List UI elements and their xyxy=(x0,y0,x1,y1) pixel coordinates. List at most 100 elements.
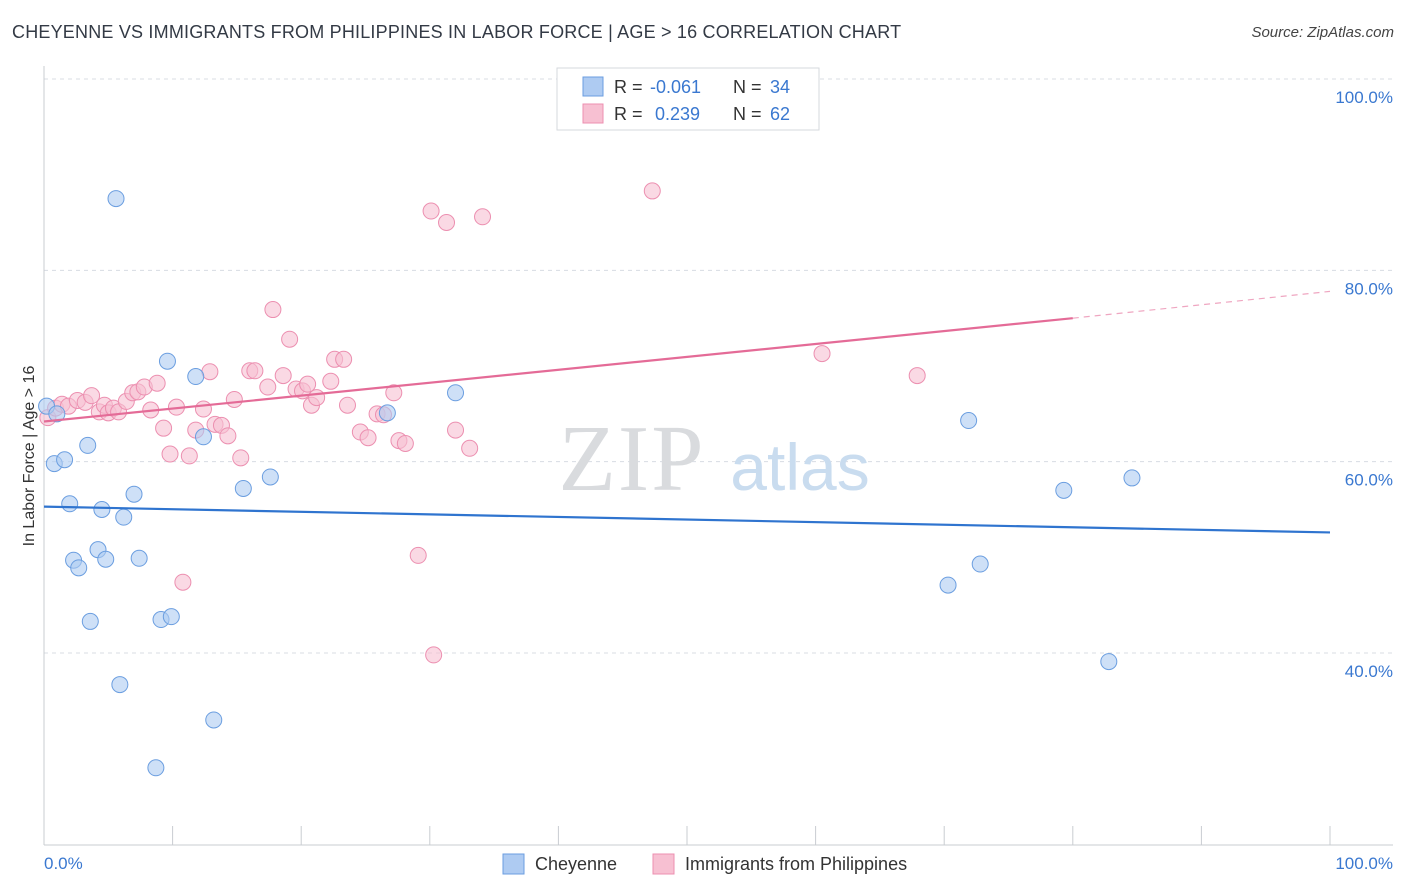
stats-legend-swatch-philippines xyxy=(582,103,604,124)
philippines-point xyxy=(148,374,166,392)
cheyenne-point xyxy=(93,501,111,518)
philippines-point xyxy=(813,345,831,363)
cheyenne-point xyxy=(56,451,74,469)
philippines-point xyxy=(155,419,173,437)
series-legend-label-philippines: Immigrants from Philippines xyxy=(685,854,907,874)
philippines-point xyxy=(246,362,264,380)
philippines-point xyxy=(461,439,479,457)
philippines-point xyxy=(161,445,179,463)
y-tick-label: 100.0% xyxy=(1335,88,1393,107)
philippines-point xyxy=(322,372,340,390)
cheyenne-point xyxy=(111,676,129,694)
philippines-point xyxy=(219,427,237,445)
stats-n-value-cheyenne: 34 xyxy=(770,77,790,97)
series-legend: Cheyenne Immigrants from Philippines xyxy=(502,853,907,875)
watermark-zip: ZIP xyxy=(559,407,706,511)
cheyenne-point xyxy=(234,479,252,497)
philippines-point xyxy=(359,429,377,447)
x-tick-label-max: 100.0% xyxy=(1335,854,1393,873)
cheyenne-point xyxy=(107,190,125,208)
cheyenne-point xyxy=(61,495,79,513)
stats-n-label-cheyenne: N = xyxy=(733,77,762,97)
philippines-point xyxy=(232,449,250,467)
philippines-point xyxy=(908,367,926,385)
stats-r-label-philippines: R = xyxy=(614,104,643,124)
cheyenne-trend-line xyxy=(43,505,1331,534)
svg-text:R = -0.061 N =: R = -0.061 N = 34 xyxy=(614,77,790,97)
philippines-point xyxy=(180,447,198,465)
cheyenne-point xyxy=(130,549,148,567)
y-tick-label: 60.0% xyxy=(1345,471,1393,490)
cheyenne-point xyxy=(1100,653,1118,671)
y-axis-title: In Labor Force | Age > 16 xyxy=(21,366,38,547)
trend-lines xyxy=(43,290,1331,534)
watermark-atlas: atlas xyxy=(730,430,869,504)
philippines-point xyxy=(174,573,192,591)
cheyenne-point xyxy=(158,352,176,370)
source-credit: Source: ZipAtlas.com xyxy=(1251,24,1394,41)
philippines-point xyxy=(264,301,282,319)
stats-r-value-cheyenne: -0.061 xyxy=(650,77,701,97)
series-legend-swatch-cheyenne xyxy=(502,853,525,875)
cheyenne-point xyxy=(147,759,165,777)
stats-r-label-cheyenne: R = xyxy=(614,77,643,97)
cheyenne-point xyxy=(125,485,143,503)
philippines-point xyxy=(201,363,219,381)
stats-legend-swatch-cheyenne xyxy=(582,76,604,97)
philippines-point xyxy=(474,208,492,226)
philippines-point xyxy=(422,202,440,220)
philippines-point xyxy=(447,421,465,439)
stats-r-value-philippines: 0.239 xyxy=(650,104,700,124)
cheyenne-point xyxy=(48,405,66,423)
cheyenne-point xyxy=(187,368,205,386)
axes xyxy=(43,66,1393,846)
cheyenne-point xyxy=(1055,481,1073,499)
cheyenne-point xyxy=(971,555,989,573)
cheyenne-point xyxy=(1123,469,1141,487)
watermark: ZIP atlas xyxy=(559,407,870,511)
y-tick-labels: 40.0% 60.0% 80.0% 100.0% xyxy=(1335,88,1393,681)
philippines-point xyxy=(308,389,326,407)
cheyenne-point xyxy=(960,412,978,430)
cheyenne-point xyxy=(79,436,97,454)
philippines-trend-extension xyxy=(1072,290,1331,319)
cheyenne-point xyxy=(97,550,115,568)
cheyenne-point xyxy=(194,428,212,446)
cheyenne-point xyxy=(115,508,133,526)
cheyenne-point xyxy=(70,559,88,577)
philippines-point xyxy=(281,330,299,348)
svg-text:R = 0.239 N =: R = 0.239 N = 62 xyxy=(0,0,815,124)
philippines-point xyxy=(299,375,317,393)
chart-title: CHEYENNE VS IMMIGRANTS FROM PHILIPPINES … xyxy=(12,22,902,42)
philippines-point xyxy=(274,367,292,385)
philippines-point xyxy=(438,214,456,231)
cheyenne-point xyxy=(447,384,465,402)
philippines-point xyxy=(225,390,243,408)
cheyenne-point xyxy=(261,468,279,486)
stats-n-label-philippines: N = xyxy=(733,104,762,124)
philippines-point xyxy=(335,350,353,368)
data-points xyxy=(38,182,1141,777)
philippines-trend-line xyxy=(43,317,1073,423)
stats-legend: R = -0.061 N = 34 R = 0.239 N = 62 xyxy=(0,0,820,131)
y-tick-label: 80.0% xyxy=(1345,279,1393,298)
series-legend-swatch-philippines xyxy=(652,853,675,875)
y-tick-label: 40.0% xyxy=(1345,662,1393,681)
philippines-point xyxy=(643,182,661,200)
cheyenne-point xyxy=(81,612,99,630)
cheyenne-point xyxy=(205,711,223,729)
cheyenne-point xyxy=(939,576,957,594)
philippines-point xyxy=(338,396,356,414)
x-tick-label-min: 0.0% xyxy=(44,854,83,873)
philippines-point xyxy=(396,434,414,452)
stats-n-value-philippines: 62 xyxy=(770,104,790,124)
cheyenne-point xyxy=(162,608,180,626)
philippines-point xyxy=(194,400,212,418)
philippines-point xyxy=(259,378,277,396)
philippines-point xyxy=(385,384,403,402)
philippines-point xyxy=(409,546,427,564)
philippines-point xyxy=(83,387,101,405)
cheyenne-point xyxy=(378,404,396,422)
philippines-point xyxy=(425,646,443,664)
